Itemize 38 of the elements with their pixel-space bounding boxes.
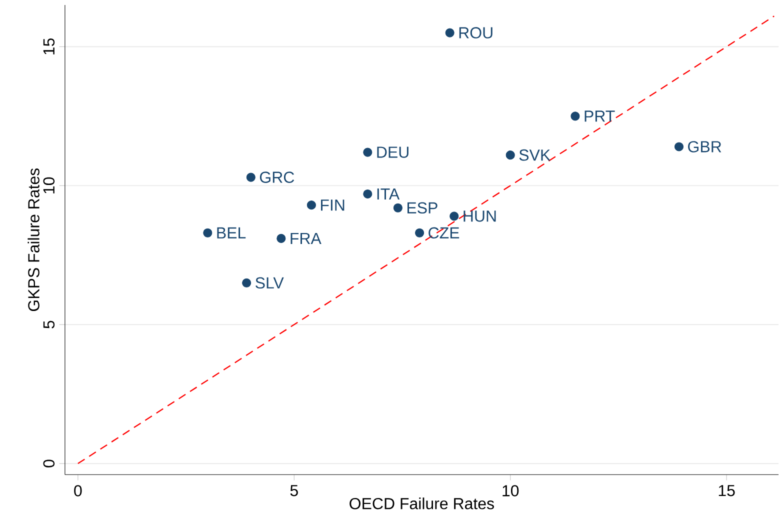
annotation: SLV	[256, 277, 284, 289]
point	[276, 234, 286, 244]
annotation: GRC	[260, 172, 294, 184]
point	[450, 212, 459, 221]
point	[506, 150, 515, 160]
annotation: CZE	[428, 227, 460, 239]
annotation: BEL	[217, 228, 246, 239]
point	[363, 148, 372, 158]
point	[246, 172, 256, 182]
point	[445, 28, 454, 38]
y-tick-label: 10	[43, 178, 55, 194]
annotation: GBR	[688, 141, 722, 153]
point	[570, 112, 580, 121]
point	[203, 228, 212, 238]
annotation: ROU	[459, 27, 492, 39]
point	[242, 278, 252, 288]
annotation: DEU	[377, 146, 408, 158]
annotation: PRT	[584, 110, 615, 122]
point	[306, 200, 316, 210]
x-tick-label: 0	[74, 485, 82, 497]
annotation: ESP	[408, 202, 438, 214]
x-axis-title: OECD Failure Rates	[350, 498, 494, 510]
annotation: SVK	[519, 150, 550, 161]
y-tick-label: 0	[43, 460, 55, 468]
y-axis-title: GKPS Failure Rates	[28, 168, 40, 312]
point	[393, 204, 402, 213]
annotation: HUN	[464, 210, 496, 222]
point	[674, 142, 684, 152]
x-tick-label: 10	[502, 485, 519, 497]
x-tick-label: 15	[718, 485, 735, 496]
y-tick-label: 15	[43, 38, 55, 55]
point	[363, 190, 372, 199]
annotation: ITA	[377, 188, 400, 200]
annotation: FRA	[290, 233, 322, 244]
y-tick-label: 5	[43, 321, 55, 329]
annotation: FIN	[321, 200, 344, 211]
x-tick-label: 5	[290, 485, 298, 496]
point	[415, 228, 424, 238]
